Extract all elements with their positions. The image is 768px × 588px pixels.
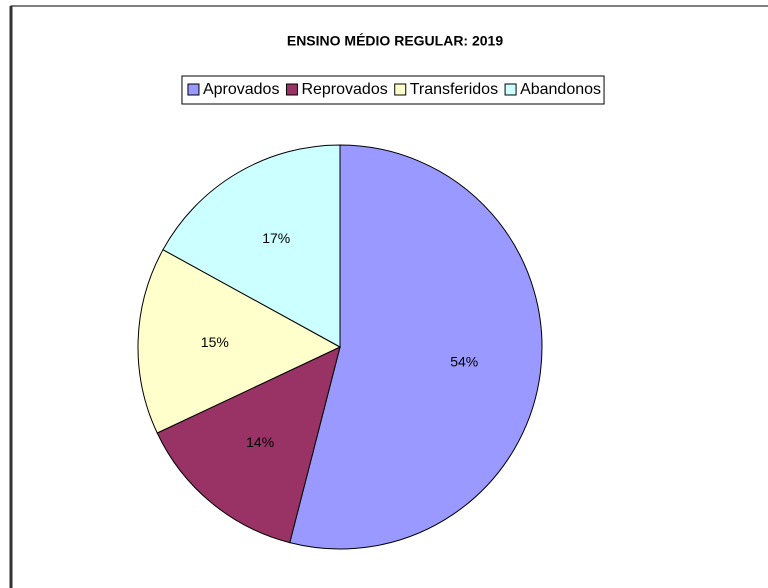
- legend-swatch: [187, 83, 200, 96]
- legend-label: Transferidos: [410, 81, 498, 98]
- legend-swatch: [285, 83, 298, 96]
- legend-box: [181, 75, 605, 105]
- data-label: 17%: [262, 230, 290, 246]
- pie-slice: [162, 144, 341, 348]
- pie-slice: [137, 249, 342, 434]
- legend-label: Abandonos: [520, 81, 601, 98]
- legend-swatch: [504, 83, 517, 96]
- pie-slice: [156, 346, 341, 544]
- legend-label: Aprovados: [203, 81, 280, 98]
- legend-label: Reprovados: [301, 81, 387, 98]
- chart-title: ENSINO MÉDIO REGULAR: 2019: [287, 33, 503, 49]
- legend-swatch: [394, 83, 407, 96]
- pie-slice: [289, 144, 543, 550]
- data-label: 14%: [246, 434, 274, 450]
- data-label: 54%: [450, 353, 478, 369]
- data-label: 15%: [201, 334, 229, 350]
